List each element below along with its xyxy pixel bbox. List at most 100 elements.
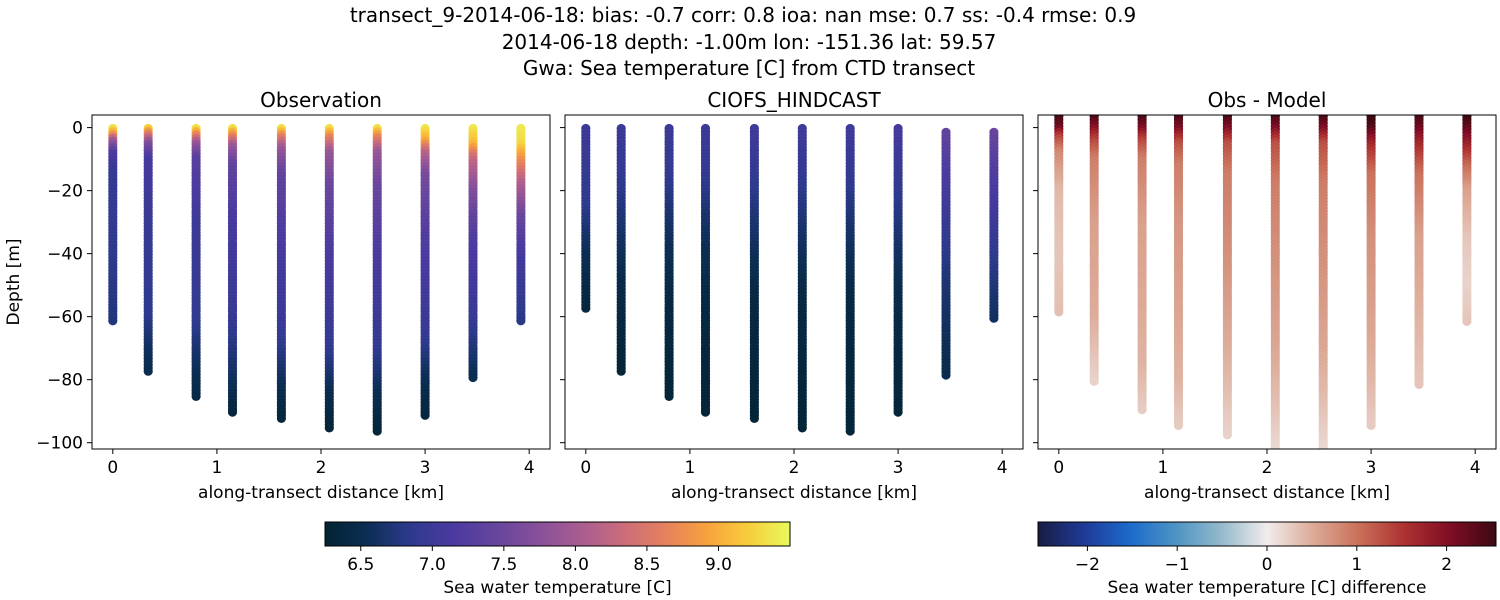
suptitle-line-1: transect_9-2014-06-18: bias: -0.7 corr: … xyxy=(350,3,1136,27)
station-2 xyxy=(616,123,626,376)
x-tick-label: 4 xyxy=(1470,458,1481,478)
colorbar-tick-label: 6.5 xyxy=(347,555,374,575)
data-point xyxy=(276,413,286,423)
station-2 xyxy=(1089,115,1099,386)
colorbar-tick-label: 7.5 xyxy=(490,555,517,575)
data-point xyxy=(1462,316,1472,326)
scatter-points xyxy=(108,123,526,436)
station-4 xyxy=(1173,115,1184,430)
colorbar-2: −2 −1 0 1 2 Sea water temperature [C] differe… xyxy=(1037,521,1497,598)
station-7 xyxy=(1318,115,1328,449)
x-tick-label: 1 xyxy=(211,458,222,478)
colorbar-tick-label: 2 xyxy=(1441,555,1452,575)
panel-1: Observation 0 1 2 3 4 along-transect distance … xyxy=(4,88,551,503)
panel-title: CIOFS_HINDCAST xyxy=(707,88,881,112)
x-tick-label: 2 xyxy=(316,458,327,478)
data-point xyxy=(797,423,807,433)
station-5 xyxy=(276,123,286,423)
data-point xyxy=(581,303,591,313)
colorbar-gradient xyxy=(1037,521,1497,547)
x-tick-label: 3 xyxy=(1366,458,1377,478)
station-1 xyxy=(108,123,118,326)
y-tick-label: −20 xyxy=(47,182,83,202)
data-point xyxy=(227,407,238,417)
x-tick-label: 2 xyxy=(789,458,800,478)
x-tick-label: 4 xyxy=(997,458,1008,478)
x-tick-label: 2 xyxy=(1262,458,1273,478)
panel-2: CIOFS_HINDCAST 0 1 2 3 4 along-transect distan… xyxy=(560,88,1024,503)
x-axis-label: along-transect distance [km] xyxy=(671,483,917,503)
station-5 xyxy=(749,123,760,423)
colorbar-tick-label: 7.0 xyxy=(419,555,446,575)
axes-frame xyxy=(1037,114,1497,450)
colorbar-tick-label: 1 xyxy=(1351,555,1362,575)
x-axis-label: along-transect distance [km] xyxy=(198,483,444,503)
data-point xyxy=(420,410,430,420)
station-7 xyxy=(372,123,382,436)
station-3 xyxy=(191,123,201,401)
station-3 xyxy=(664,123,674,401)
station-8 xyxy=(420,123,430,420)
panel-3: Obs - Model 0 1 2 3 4 along-transect distance … xyxy=(1033,88,1497,503)
x-tick-label: 4 xyxy=(524,458,535,478)
station-1 xyxy=(1054,115,1064,317)
station-9 xyxy=(1414,115,1424,389)
station-8 xyxy=(893,123,903,417)
data-point xyxy=(989,313,999,323)
data-point xyxy=(1414,379,1424,389)
data-point xyxy=(941,370,951,380)
y-tick-label: −80 xyxy=(47,371,83,391)
colorbar-tick-label: 8.0 xyxy=(562,555,589,575)
suptitle: transect_9-2014-06-18: bias: -0.7 corr: … xyxy=(350,3,1136,80)
data-point xyxy=(1054,307,1064,317)
x-tick-label: 3 xyxy=(420,458,431,478)
panel-title: Observation xyxy=(260,88,382,112)
station-9 xyxy=(468,123,478,383)
x-tick-label: 3 xyxy=(893,458,904,478)
station-10 xyxy=(989,127,999,323)
station-9 xyxy=(941,127,951,380)
colorbars: 6.5 7.0 7.5 8.0 8.5 9.0 Sea water temperature … xyxy=(324,521,1497,598)
data-point xyxy=(1222,430,1232,440)
colorbar-tick-label: −1 xyxy=(1165,555,1190,575)
data-point xyxy=(1137,405,1147,415)
data-point xyxy=(749,413,760,423)
x-tick-label: 0 xyxy=(1053,458,1064,478)
data-point xyxy=(664,391,674,401)
data-point xyxy=(700,407,711,417)
panel-title: Obs - Model xyxy=(1208,88,1327,112)
station-1 xyxy=(581,123,591,313)
data-point xyxy=(324,423,334,433)
x-tick-label: 0 xyxy=(580,458,591,478)
axes-frame xyxy=(91,114,551,450)
station-4 xyxy=(700,123,711,417)
data-point xyxy=(468,372,478,383)
data-point xyxy=(893,407,903,417)
x-tick-label: 1 xyxy=(1157,458,1168,478)
y-tick-label: −100 xyxy=(36,434,83,454)
data-point xyxy=(845,426,855,436)
data-point xyxy=(616,366,626,376)
scatter-points xyxy=(1054,115,1472,449)
station-2 xyxy=(143,123,153,376)
data-point xyxy=(1318,446,1328,449)
x-axis-label: along-transect distance [km] xyxy=(1144,483,1390,503)
y-axis-label: Depth [m] xyxy=(4,238,24,325)
data-point xyxy=(1366,420,1376,430)
data-point xyxy=(516,316,526,326)
y-tick-label: 0 xyxy=(72,119,83,139)
colorbar-gradient xyxy=(324,521,791,547)
station-10 xyxy=(1462,115,1472,326)
station-3 xyxy=(1137,115,1147,415)
x-tick-label: 1 xyxy=(684,458,695,478)
suptitle-line-3: Gwa: Sea temperature [C] from CTD transe… xyxy=(523,56,975,80)
colorbar-tick-label: −2 xyxy=(1075,555,1100,575)
station-5 xyxy=(1222,115,1232,440)
axes-frame xyxy=(564,114,1024,450)
station-6 xyxy=(324,123,334,433)
data-point xyxy=(191,391,201,401)
scatter-points xyxy=(581,123,999,436)
colorbar-label: Sea water temperature [C] difference xyxy=(1107,578,1426,598)
panels: Observation 0 1 2 3 4 along-transect distance … xyxy=(4,88,1497,503)
